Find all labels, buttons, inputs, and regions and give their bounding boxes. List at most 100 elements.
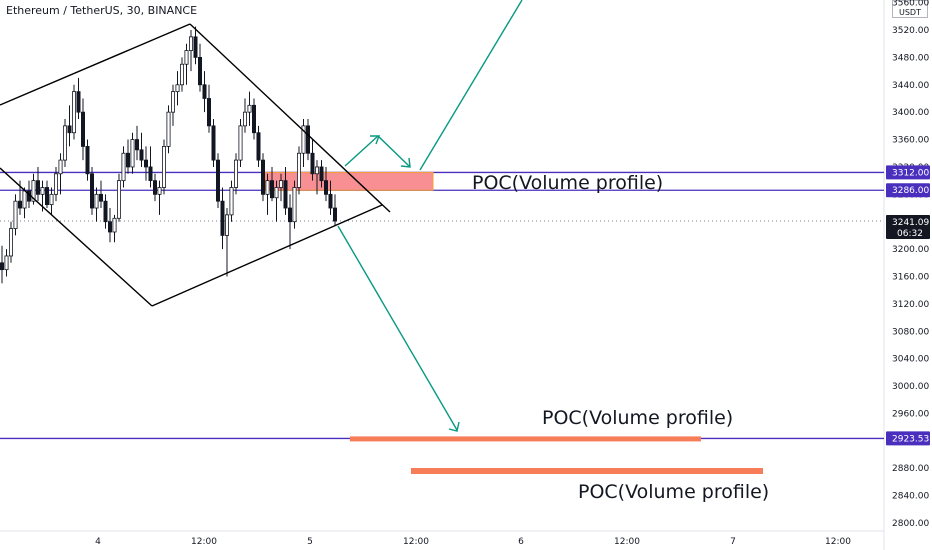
candle-body [0,262,4,271]
y-tick-label: 3200.00 [892,245,929,255]
y-tick-label: 3160.00 [892,273,929,283]
y-tick-label: 3480.00 [892,53,929,63]
candle-body [188,36,193,51]
price-badge [886,431,930,446]
candle-body [152,180,157,195]
candle-body [197,56,202,86]
candle-body [13,200,18,229]
candle-body [328,193,333,209]
candle-body [58,159,63,175]
candle-body [17,200,22,209]
candle-body [323,180,328,195]
x-tick-label: 5 [307,537,313,547]
candle-body [36,180,41,195]
candle-body [85,146,90,175]
arrow-segment[interactable] [337,225,458,431]
candle-body [4,255,9,271]
candle-body [211,125,216,161]
price-badge-label: 3312.00 [892,168,929,178]
candle-body [31,180,36,202]
candle-body [139,149,144,161]
price-badge-label: 3241.09 [892,218,929,228]
candle-body [161,146,166,188]
arrow-segment[interactable] [377,135,410,167]
poc-bar[interactable] [350,436,701,442]
poc-annotation: POC(Volume profile) [578,481,769,503]
candle-body [143,159,148,168]
candle-body [229,187,234,216]
candle-body [310,152,315,175]
y-tick-label: 3120.00 [892,300,929,310]
candle-body [170,91,175,113]
price-badge-label: 2923.53 [892,434,929,444]
candle-body [287,207,292,223]
candle-body [49,193,54,206]
x-tick-label: 12:00 [403,537,429,547]
price-badge [886,165,930,180]
candle-body [175,84,180,93]
candle-body [112,217,117,233]
candle-body [121,152,126,182]
arrow-segment[interactable] [344,135,379,167]
candle-body [67,125,72,134]
candle-body [319,166,324,182]
x-tick-label: 4 [95,537,101,547]
poc-bar[interactable] [411,468,763,474]
trendline[interactable] [0,23,191,106]
candle-body [238,125,243,161]
price-badge-label: 3286.00 [892,186,929,196]
candle-body [314,166,319,175]
y-tick-label: 3400.00 [892,108,929,118]
candle-body [202,84,207,99]
candle-body [157,187,162,195]
candle-body [99,193,104,202]
candle-body [242,111,247,127]
candle-body [22,190,27,209]
price-unit-label: USDT [892,0,928,18]
candle-body [179,63,184,86]
price-badge [886,214,930,239]
candle-body [278,180,283,188]
y-tick-label: 3040.00 [892,355,929,365]
candle-body [206,98,211,127]
candle-body [117,180,122,219]
candle-body [269,180,274,199]
x-tick-label: 6 [518,537,524,547]
candle-body [103,200,108,223]
candle-body [54,173,59,195]
poc-annotation: POC(Volume profile) [542,407,733,429]
candle-body [265,180,270,195]
y-tick-label: 3560.00 [892,0,929,9]
poc-zone[interactable] [264,171,434,191]
arrow-segment[interactable] [419,0,523,171]
candle-body [45,187,50,206]
trendline[interactable] [0,167,153,307]
candle-body [296,152,301,188]
y-tick-label: 3080.00 [892,327,929,337]
y-tick-label: 3520.00 [892,26,929,36]
candle-body [72,91,77,134]
candle-body [81,111,86,147]
candle-body [260,159,265,195]
y-tick-label: 3360.00 [892,136,929,146]
candle-body [134,139,139,151]
candle-body [166,111,171,147]
candle-body [247,104,252,113]
candle-body [8,228,13,257]
candle-body [256,132,261,161]
candle-body [301,125,306,154]
trendline[interactable] [189,23,391,213]
x-tick-label: 12:00 [191,537,217,547]
poc-annotation: POC(Volume profile) [472,172,663,194]
x-tick-label: 12:00 [825,537,851,547]
arrow-head [400,157,411,168]
candle-body [220,200,225,236]
candle-body [94,193,99,209]
price-badge [886,183,930,198]
y-tick-label: 2840.00 [892,492,929,502]
candle-body [224,214,229,236]
y-tick-label: 3000.00 [892,382,929,392]
candle-body [215,159,220,202]
trendline[interactable] [151,204,383,307]
